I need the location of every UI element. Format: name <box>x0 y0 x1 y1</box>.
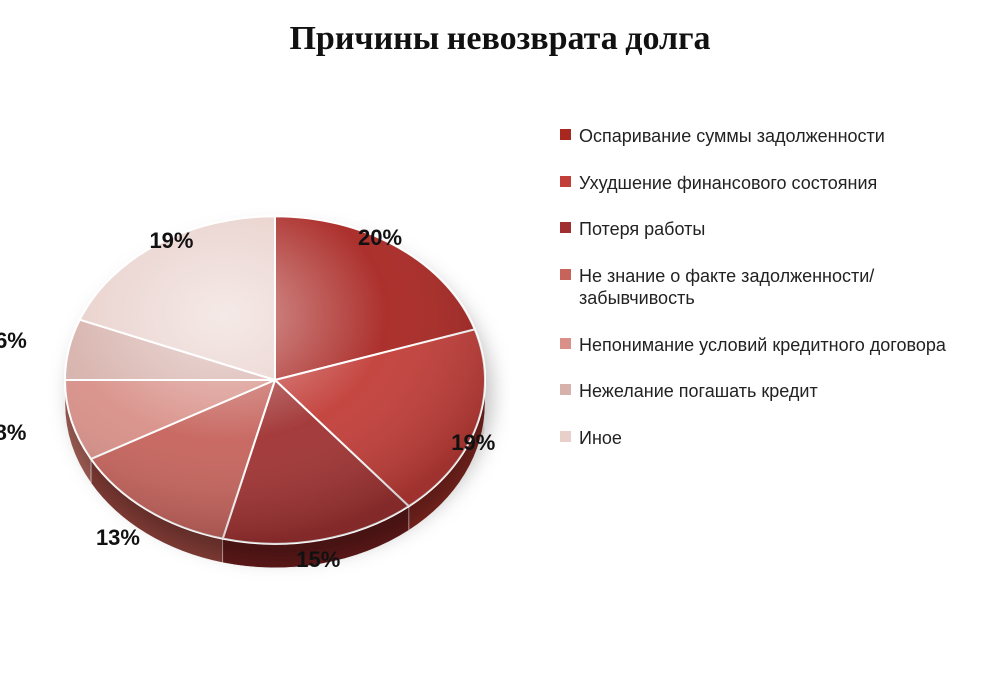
legend-item: Потеря работы <box>560 218 980 241</box>
legend-swatch <box>560 222 571 233</box>
legend-swatch <box>560 269 571 280</box>
legend-item: Не знание о факте задолженности/забывчив… <box>560 265 980 310</box>
slice-label: 15% <box>296 547 340 573</box>
slice-label: 20% <box>358 225 402 251</box>
legend-swatch <box>560 129 571 140</box>
legend-swatch <box>560 176 571 187</box>
pie-top <box>65 216 485 544</box>
legend-label: Ухудшение финансового состояния <box>579 172 980 195</box>
legend-label: Оспаривание суммы задолженности <box>579 125 980 148</box>
legend-swatch <box>560 431 571 442</box>
slice-label: 6% <box>0 328 27 354</box>
chart-title: Причины невозврата долга <box>0 18 1000 58</box>
legend-label: Иное <box>579 427 980 450</box>
legend-label: Непонимание условий кредитного договора <box>579 334 980 357</box>
slice-label: 19% <box>451 430 495 456</box>
pie-chart: 20%19%15%13%8%6%19% <box>40 120 490 640</box>
legend-label: Потеря работы <box>579 218 980 241</box>
legend-item: Иное <box>560 427 980 450</box>
slice-label: 19% <box>149 228 193 254</box>
legend-item: Нежелание погашать кредит <box>560 380 980 403</box>
legend-label: Нежелание погашать кредит <box>579 380 980 403</box>
slice-label: 13% <box>96 525 140 551</box>
legend-item: Оспаривание суммы задолженности <box>560 125 980 148</box>
legend-item: Непонимание условий кредитного договора <box>560 334 980 357</box>
legend-label: Не знание о факте задолженности/забывчив… <box>579 265 980 310</box>
legend-item: Ухудшение финансового состояния <box>560 172 980 195</box>
legend: Оспаривание суммы задолженности Ухудшение… <box>560 125 980 473</box>
slice-label: 8% <box>0 420 26 446</box>
legend-swatch <box>560 384 571 395</box>
legend-swatch <box>560 338 571 349</box>
pie-svg <box>40 120 510 660</box>
